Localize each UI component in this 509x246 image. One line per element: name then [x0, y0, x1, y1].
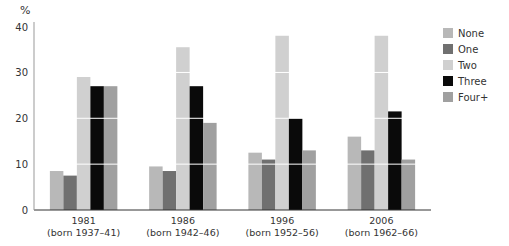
- bar: [50, 171, 63, 210]
- bar: [203, 123, 216, 210]
- bar: [77, 77, 90, 210]
- legend-label: None: [458, 28, 484, 39]
- bar: [190, 86, 203, 210]
- bar: [348, 137, 361, 210]
- bar: [104, 86, 117, 210]
- chart: 0 10 20 30 40% 1981(born 1937–41) 1986(born 19…: [0, 0, 509, 246]
- bar: [163, 171, 176, 210]
- bar: [262, 160, 275, 210]
- bar: [402, 160, 415, 210]
- bar: [275, 36, 288, 210]
- y-tick-label: 0: [22, 205, 28, 216]
- legend-swatch: [443, 60, 453, 70]
- legend-label: Two: [457, 60, 477, 71]
- y-tick-label: 40: [15, 22, 28, 33]
- tick-line: [34, 164, 431, 165]
- legend-swatch: [443, 28, 453, 38]
- legend-swatch: [443, 76, 453, 86]
- x-axis-line: [34, 210, 431, 211]
- tick-line: [34, 118, 431, 119]
- tick-line: [34, 26, 431, 27]
- legend-label: Four+: [458, 92, 488, 103]
- x-tick-label: 1981(born 1937–41): [47, 215, 120, 238]
- legend-swatch: [443, 92, 453, 102]
- legend-label: Three: [457, 76, 487, 87]
- x-tick-label: 2006(born 1962–66): [345, 215, 418, 238]
- x-tick-label: 1986(born 1942–46): [146, 215, 219, 238]
- y-axis-line: [34, 22, 35, 210]
- bar: [149, 166, 162, 210]
- y-tick-label: 20: [15, 113, 28, 124]
- bar: [248, 153, 261, 210]
- tick-line: [34, 72, 431, 73]
- bar: [388, 111, 401, 210]
- legend: None One Two Three Four+: [443, 28, 488, 103]
- y-axis-label: %: [20, 4, 30, 17]
- bars: [50, 36, 415, 210]
- bar: [90, 86, 103, 210]
- y-tick-label: 10: [15, 159, 28, 170]
- bar: [176, 47, 189, 210]
- bar: [361, 150, 374, 210]
- bar: [375, 36, 388, 210]
- bar: [63, 176, 76, 210]
- x-tick-label: 1996(born 1952–56): [246, 215, 319, 238]
- bar: [302, 150, 315, 210]
- legend-swatch: [443, 44, 453, 54]
- y-tick-label: 30: [15, 67, 28, 78]
- legend-label: One: [458, 44, 478, 55]
